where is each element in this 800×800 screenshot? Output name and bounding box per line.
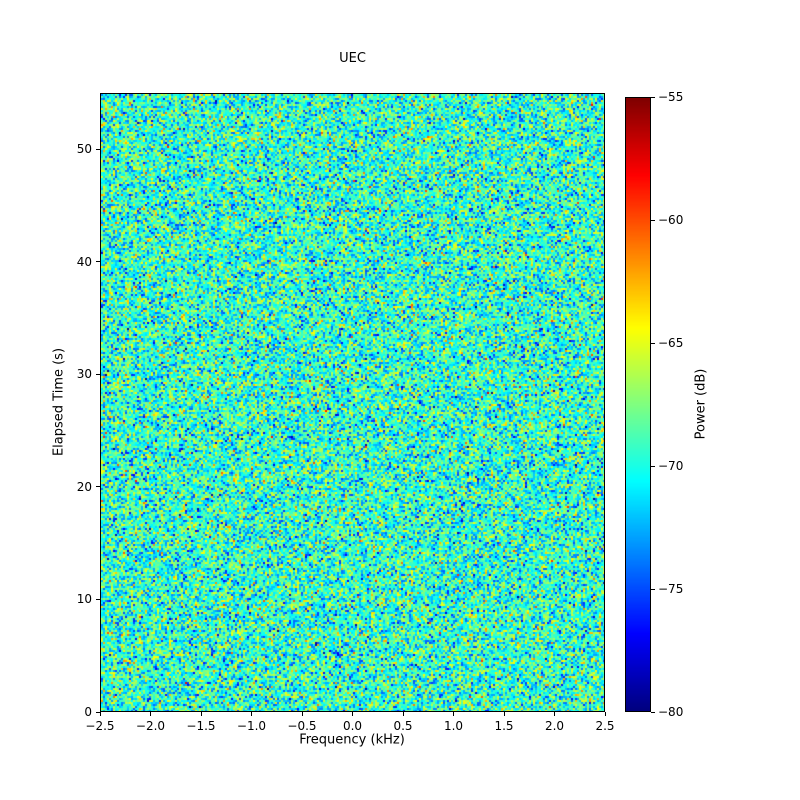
colorbar-tick-mark <box>651 97 655 98</box>
colorbar-tick-label: −55 <box>658 90 683 104</box>
x-axis-label: Frequency (kHz) <box>299 733 405 748</box>
y-axis-label: Elapsed Time (s) <box>52 348 67 456</box>
y-tick-mark <box>96 599 100 600</box>
colorbar-canvas <box>626 98 650 711</box>
x-tick-mark <box>251 712 252 716</box>
y-tick-label: 30 <box>77 367 92 381</box>
x-tick-label: 2.0 <box>545 719 564 733</box>
x-tick-mark <box>403 712 404 716</box>
y-tick-label: 10 <box>77 592 92 606</box>
x-tick-label: −2.5 <box>85 719 114 733</box>
x-tick-label: 1.5 <box>494 719 513 733</box>
y-tick-mark <box>96 261 100 262</box>
y-tick-mark <box>96 149 100 150</box>
y-tick-label: 0 <box>84 705 92 719</box>
x-tick-label: −1.0 <box>237 719 266 733</box>
x-tick-label: 1.0 <box>444 719 463 733</box>
colorbar-tick-label: −80 <box>658 705 683 719</box>
y-tick-label: 20 <box>77 480 92 494</box>
x-tick-mark <box>100 712 101 716</box>
plot-title: UEC <box>100 50 605 69</box>
spectrogram-canvas <box>101 94 604 711</box>
x-tick-mark <box>302 712 303 716</box>
colorbar <box>625 97 651 712</box>
x-tick-mark <box>605 712 606 716</box>
x-tick-mark <box>504 712 505 716</box>
colorbar-tick-mark <box>651 220 655 221</box>
x-tick-label: 2.5 <box>595 719 614 733</box>
colorbar-tick-mark <box>651 343 655 344</box>
spectrogram-plot-area <box>100 93 605 712</box>
x-tick-mark <box>352 712 353 716</box>
y-tick-label: 50 <box>77 142 92 156</box>
x-tick-label: −1.5 <box>186 719 215 733</box>
y-tick-mark <box>96 486 100 487</box>
x-tick-mark <box>453 712 454 716</box>
spectrogram-figure: UEC Center freq. (MHz) : 109.300000 Star… <box>0 0 800 800</box>
y-tick-mark <box>96 712 100 713</box>
colorbar-tick-label: −75 <box>658 582 683 596</box>
x-tick-label: 0.0 <box>343 719 362 733</box>
x-tick-mark <box>201 712 202 716</box>
colorbar-label: Power (dB) <box>694 369 709 440</box>
x-tick-label: 0.5 <box>393 719 412 733</box>
y-tick-mark <box>96 374 100 375</box>
colorbar-tick-mark <box>651 589 655 590</box>
x-tick-label: −0.5 <box>287 719 316 733</box>
x-tick-mark <box>554 712 555 716</box>
colorbar-tick-mark <box>651 466 655 467</box>
y-tick-label: 40 <box>77 255 92 269</box>
colorbar-tick-label: −65 <box>658 336 683 350</box>
x-tick-label: −2.0 <box>136 719 165 733</box>
colorbar-tick-label: −70 <box>658 459 683 473</box>
colorbar-tick-label: −60 <box>658 213 683 227</box>
x-tick-mark <box>150 712 151 716</box>
colorbar-tick-mark <box>651 712 655 713</box>
